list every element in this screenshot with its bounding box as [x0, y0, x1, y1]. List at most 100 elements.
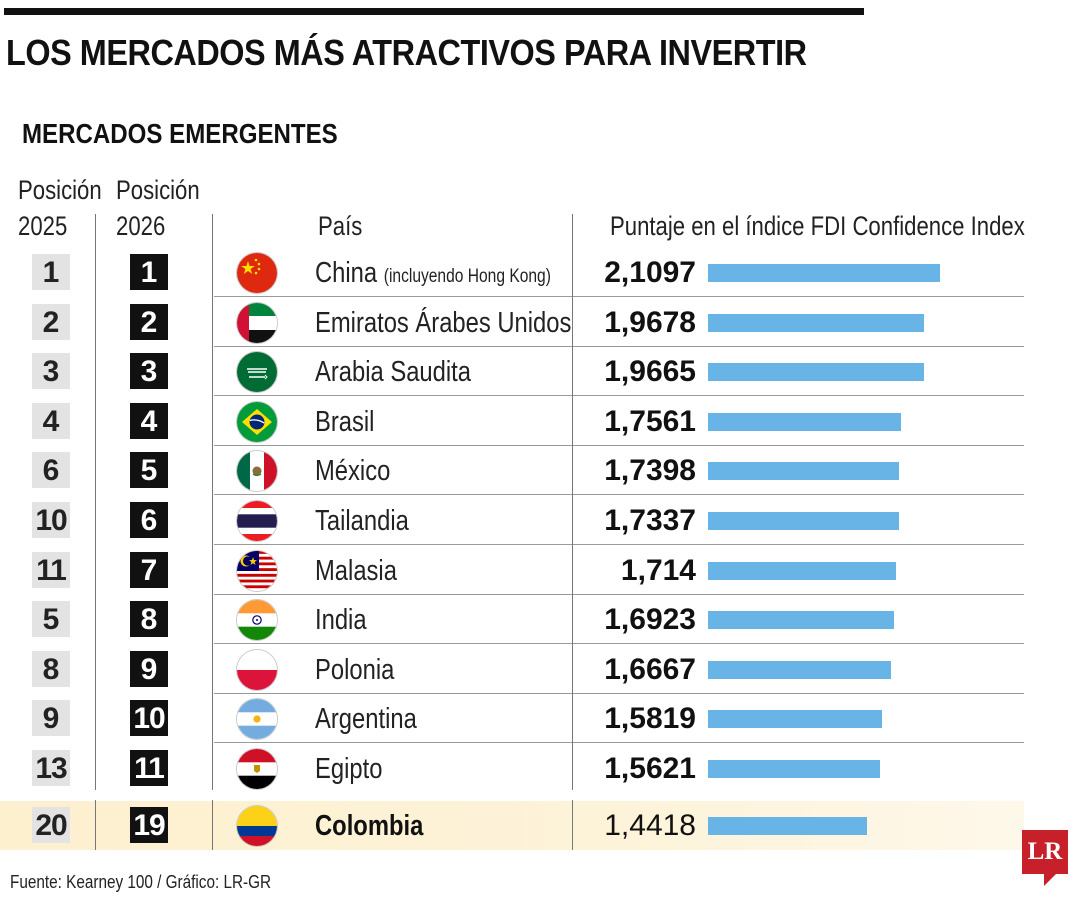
column-divider: [212, 214, 213, 790]
row-separator: [214, 296, 1024, 297]
country-label: Tailandia: [315, 505, 409, 537]
position-2026-badge: 6: [130, 502, 168, 538]
score-label: 1,5819: [604, 702, 696, 736]
score-label: 1,6923: [604, 603, 696, 637]
row-separator: [214, 444, 1024, 446]
row-separator: [214, 643, 1024, 645]
position-2025-badge: 1: [32, 254, 70, 290]
score-bar: [708, 561, 896, 580]
country-name: Colombia: [315, 806, 423, 846]
country-name: Arabia Saudita: [315, 352, 471, 392]
score-label: 1,4418: [604, 809, 696, 842]
position-2026-badge: 4: [130, 402, 168, 439]
position-2025-badge: 10: [32, 502, 70, 538]
country-label: Polonia: [315, 653, 395, 686]
row-separator: [214, 345, 1024, 347]
country-label: México: [315, 455, 391, 488]
score-label: 1,7398: [604, 454, 696, 488]
position-2025-badge: 5: [32, 601, 70, 638]
position-2026-badge: 3: [130, 353, 168, 390]
position-2026-badge: 8: [130, 601, 168, 638]
position-2026-badge: 7: [130, 551, 168, 588]
position-2026-badge: 2: [130, 303, 168, 340]
india-flag-icon: [237, 600, 277, 641]
header-position-2025-year: 2025: [18, 211, 68, 241]
chart-title: LOS MERCADOS MÁS ATRACTIVOS PARA INVERTI…: [6, 32, 807, 73]
brazil-flag-icon: [237, 401, 277, 442]
lr-logo-tail: [1044, 872, 1058, 886]
mexico-flag-icon: [237, 451, 277, 492]
column-divider: [95, 214, 96, 790]
header-position-2025-label: Posición: [18, 175, 102, 205]
row-separator: [214, 593, 1024, 595]
score-label: 2,1097: [604, 256, 696, 289]
score-bar: [708, 264, 940, 282]
position-2025-badge: 11: [32, 551, 70, 588]
position-2025-badge: 13: [32, 750, 70, 786]
score-label: 1,6667: [604, 652, 696, 686]
argentina-flag-icon: [237, 699, 277, 740]
position-2026-badge: 5: [130, 452, 168, 489]
position-2026-badge: 1: [130, 254, 168, 290]
country-note: (incluyendo Hong Kong): [383, 266, 551, 287]
score-bar: [708, 313, 924, 332]
position-2025-badge: 20: [32, 807, 70, 843]
country-label: Brasil: [315, 405, 375, 438]
egypt-flag-icon: [237, 749, 277, 789]
position-2026-badge: 10: [130, 700, 168, 737]
position-2025-badge: 4: [32, 402, 70, 439]
position-2025-badge: 9: [32, 700, 70, 737]
row-separator: [214, 494, 1024, 496]
row-separator: [214, 692, 1024, 694]
source-note: Fuente: Kearney 100 / Gráfico: LR-GR: [10, 872, 272, 892]
header-score: Puntaje en el índice FDI Confidence Inde…: [610, 211, 1025, 241]
malaysia-flag-icon: [237, 550, 277, 591]
country-name: India: [315, 600, 367, 640]
country-label: Colombia: [315, 810, 424, 842]
score-bar: [708, 611, 894, 630]
row-separator: [214, 742, 1024, 744]
score-bar: [708, 710, 882, 729]
lr-logo: LR: [1022, 830, 1068, 874]
position-2025-badge: 3: [32, 353, 70, 390]
score-label: 1,9678: [604, 305, 696, 339]
top-rule: [4, 8, 864, 15]
column-divider: [212, 800, 213, 850]
uae-flag-icon: [237, 302, 277, 343]
country-name: China (incluyendo Hong Kong): [315, 253, 551, 297]
saudi-arabia-flag-icon: [237, 352, 277, 393]
position-2025-badge: 6: [32, 452, 70, 489]
column-divider: [572, 800, 573, 850]
header-position-2025: Posición 2025: [18, 172, 102, 244]
column-divider: [95, 800, 96, 850]
country-label: Arabia Saudita: [315, 356, 472, 389]
score-label: 1,5621: [604, 752, 696, 785]
china-flag-icon: [237, 253, 277, 293]
score-bar: [708, 512, 899, 530]
score-label: 1,7561: [604, 404, 696, 438]
country-name: Egipto: [315, 749, 382, 789]
score-label: 1,9665: [604, 355, 696, 389]
score-label: 1,714: [620, 553, 696, 587]
column-divider: [572, 214, 573, 790]
country-name: Argentina: [315, 699, 417, 739]
header-position-2026-year: 2026: [116, 211, 166, 241]
country-name: México: [315, 451, 390, 491]
thailand-flag-icon: [237, 501, 277, 541]
country-name: Brasil: [315, 402, 374, 442]
row-separator: [214, 544, 1024, 545]
country-name: Emiratos Árabes Unidos: [315, 303, 571, 343]
position-2025-badge: 2: [32, 303, 70, 340]
country-label: India: [315, 604, 367, 637]
country-label: Emiratos Árabes Unidos: [315, 306, 572, 339]
country-label: Egipto: [315, 753, 383, 785]
country-label: Malasia: [315, 554, 397, 587]
header-country: País: [318, 211, 363, 241]
score-label: 1,7337: [604, 504, 696, 537]
position-2026-badge: 19: [130, 807, 168, 843]
row-separator: [214, 395, 1024, 397]
chart-subtitle: MERCADOS EMERGENTES: [22, 118, 338, 149]
score-bar: [708, 363, 924, 382]
poland-flag-icon: [237, 649, 277, 690]
position-2026-badge: 9: [130, 650, 168, 687]
